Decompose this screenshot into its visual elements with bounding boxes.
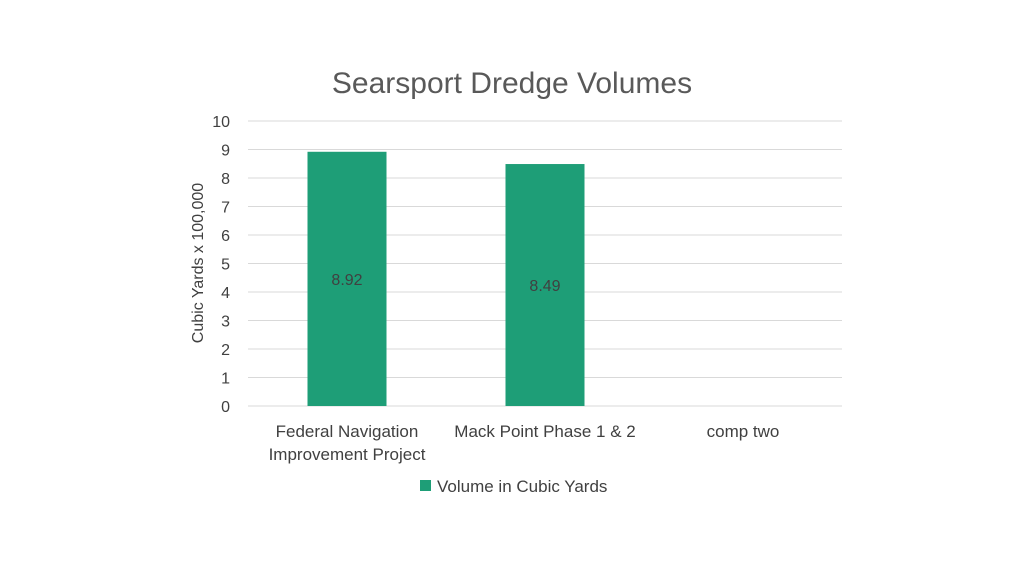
x-axis-categories: Federal Navigation Improvement Project Mac…	[269, 422, 780, 464]
y-tick-label: 9	[221, 143, 230, 160]
bar	[505, 164, 585, 406]
y-tick-label: 6	[221, 228, 230, 245]
data-labels: 8.92 8.49	[331, 272, 560, 295]
y-tick-label: 1	[221, 371, 230, 388]
data-label: 8.92	[331, 272, 362, 289]
y-tick-label: 10	[212, 114, 230, 131]
y-tick-label: 3	[221, 314, 230, 331]
y-tick-label: 4	[221, 285, 230, 302]
data-label: 8.49	[529, 278, 560, 295]
y-tick-label: 2	[221, 342, 230, 359]
y-axis-ticks: 0 1 2 3 4 5 6 7 8 9 10	[212, 114, 230, 416]
x-category-label: Federal Navigation	[276, 422, 419, 441]
legend: Volume in Cubic Yards	[420, 477, 607, 496]
y-tick-label: 7	[221, 200, 230, 217]
y-axis-label: Cubic Yards x 100,000	[190, 183, 207, 344]
y-tick-label: 8	[221, 171, 230, 188]
x-category-label: Improvement Project	[269, 445, 426, 464]
chart-title: Searsport Dredge Volumes	[332, 67, 692, 100]
legend-swatch	[420, 480, 431, 491]
bar	[307, 151, 387, 406]
x-category-label: Mack Point Phase 1 & 2	[454, 422, 635, 441]
y-tick-label: 5	[221, 257, 230, 274]
legend-label: Volume in Cubic Yards	[437, 477, 607, 496]
x-category-label: comp two	[707, 422, 780, 441]
y-tick-label: 0	[221, 399, 230, 416]
bars	[307, 151, 585, 406]
